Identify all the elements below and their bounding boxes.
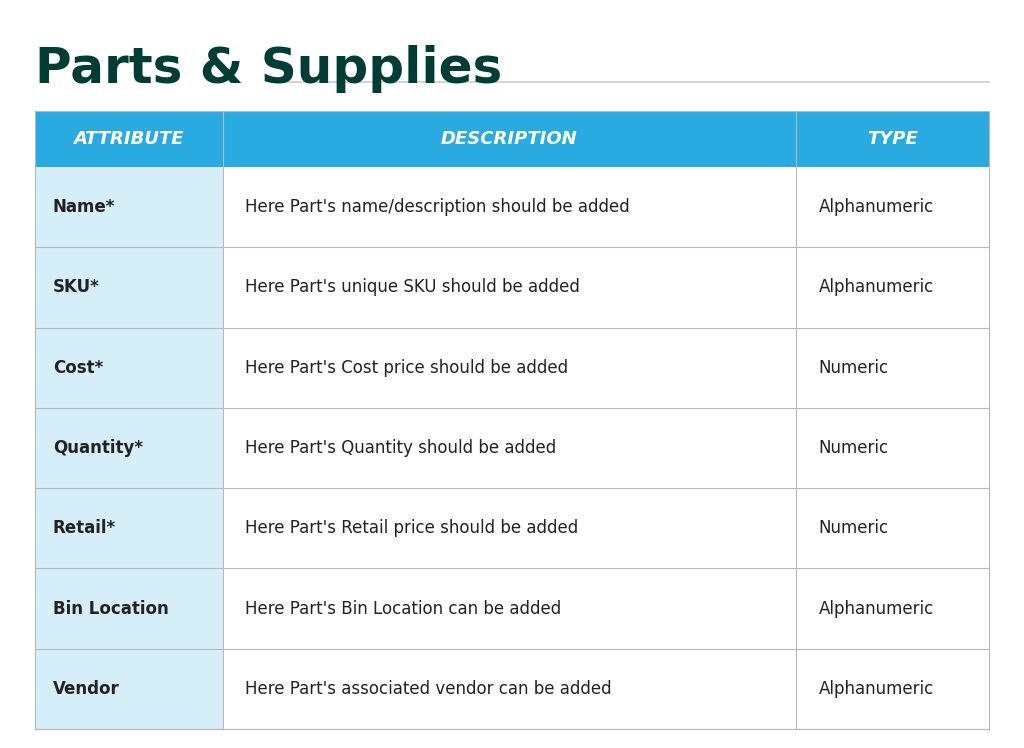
Text: Quantity*: Quantity*: [53, 439, 143, 457]
Text: Alphanumeric: Alphanumeric: [819, 198, 934, 216]
Text: Name*: Name*: [53, 198, 116, 216]
Text: Here Part's Cost price should be added: Here Part's Cost price should be added: [245, 358, 568, 377]
Text: Here Part's associated vendor can be added: Here Part's associated vendor can be add…: [245, 680, 611, 698]
Text: Alphanumeric: Alphanumeric: [819, 680, 934, 698]
Bar: [797, 111, 989, 167]
Text: Here Part's name/description should be added: Here Part's name/description should be a…: [245, 198, 630, 216]
Bar: [797, 488, 989, 568]
Text: Here Part's Retail price should be added: Here Part's Retail price should be added: [245, 519, 579, 537]
Text: Cost*: Cost*: [53, 358, 103, 377]
Bar: [797, 328, 989, 408]
Bar: [222, 111, 797, 167]
Text: Here Part's Quantity should be added: Here Part's Quantity should be added: [245, 439, 556, 457]
Text: Here Part's unique SKU should be added: Here Part's unique SKU should be added: [245, 278, 580, 296]
Text: DESCRIPTION: DESCRIPTION: [441, 130, 578, 148]
Bar: [35, 488, 222, 568]
Bar: [797, 167, 989, 247]
Text: Numeric: Numeric: [819, 358, 889, 377]
Bar: [35, 328, 222, 408]
Bar: [797, 649, 989, 729]
Bar: [797, 568, 989, 649]
Bar: [35, 247, 222, 328]
Bar: [35, 167, 222, 247]
Bar: [35, 408, 222, 488]
Bar: [222, 408, 797, 488]
Bar: [35, 568, 222, 649]
Text: Vendor: Vendor: [53, 680, 120, 698]
Bar: [222, 568, 797, 649]
Text: Numeric: Numeric: [819, 519, 889, 537]
Text: Bin Location: Bin Location: [53, 600, 169, 618]
Bar: [222, 328, 797, 408]
Text: Numeric: Numeric: [819, 439, 889, 457]
Text: Retail*: Retail*: [53, 519, 116, 537]
Bar: [222, 247, 797, 328]
Text: TYPE: TYPE: [867, 130, 919, 148]
Text: Alphanumeric: Alphanumeric: [819, 278, 934, 296]
Text: SKU*: SKU*: [53, 278, 99, 296]
Text: ATTRIBUTE: ATTRIBUTE: [74, 130, 184, 148]
Text: Parts & Supplies: Parts & Supplies: [35, 45, 502, 93]
Text: Alphanumeric: Alphanumeric: [819, 600, 934, 618]
Bar: [222, 167, 797, 247]
Bar: [35, 649, 222, 729]
Bar: [797, 247, 989, 328]
Bar: [222, 488, 797, 568]
Bar: [35, 111, 222, 167]
Bar: [222, 649, 797, 729]
Text: Here Part's Bin Location can be added: Here Part's Bin Location can be added: [245, 600, 561, 618]
Bar: [797, 408, 989, 488]
